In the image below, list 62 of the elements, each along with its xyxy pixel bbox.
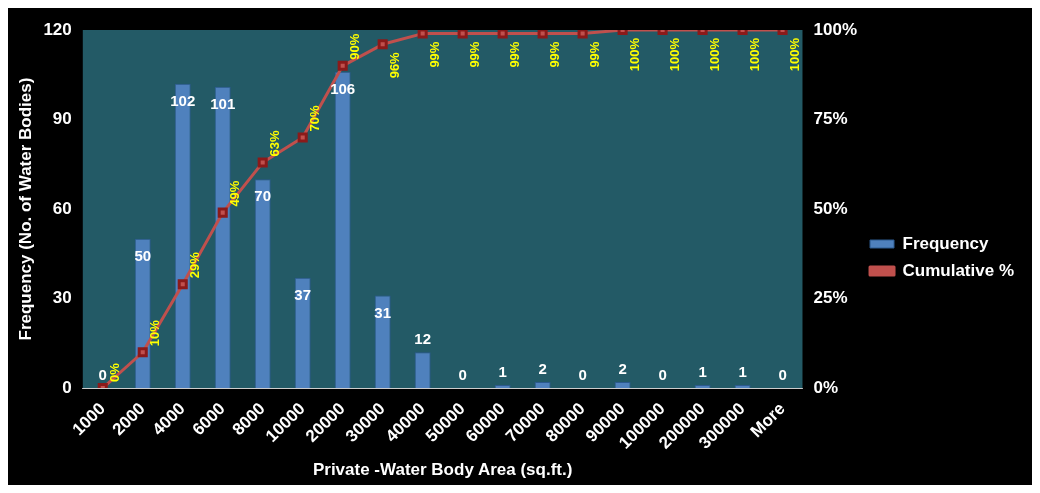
y2-tick-label: 50% xyxy=(813,198,848,218)
data-label: 100% xyxy=(787,37,803,72)
data-label: 29% xyxy=(187,251,203,279)
y2-tick-label: 0% xyxy=(813,377,839,397)
legend-label: Cumulative % xyxy=(902,260,1015,280)
y-tick-label: 30 xyxy=(52,288,72,308)
y2-tick-label: 100% xyxy=(813,19,858,39)
data-label: 99% xyxy=(547,41,563,68)
y2-tick-label: 75% xyxy=(813,109,848,129)
data-label: 0 xyxy=(778,366,787,384)
point xyxy=(377,39,388,50)
point xyxy=(457,30,468,39)
data-label: 0 xyxy=(658,366,667,384)
data-label: 0% xyxy=(107,362,123,383)
data-label: 31 xyxy=(374,303,392,321)
data-label: 101 xyxy=(210,94,236,112)
data-label: 0 xyxy=(98,366,107,384)
data-label: 1 xyxy=(738,363,747,381)
data-label: 99% xyxy=(427,41,443,68)
data-label: 2 xyxy=(538,360,547,378)
data-label: 100% xyxy=(707,37,723,72)
y-axis-title: Frequency (No. of Water Bodies) xyxy=(15,77,35,341)
y2-tick-label: 25% xyxy=(813,288,848,308)
data-label: 49% xyxy=(227,180,243,207)
data-label: 90% xyxy=(347,33,363,60)
data-label: 10% xyxy=(147,319,163,347)
data-label: 106 xyxy=(330,79,356,97)
y-tick-label: 0 xyxy=(62,377,72,397)
legend-label: Frequency xyxy=(902,233,990,253)
point xyxy=(297,132,308,143)
point xyxy=(497,30,508,39)
data-label: 70% xyxy=(307,104,323,132)
point xyxy=(217,207,228,218)
data-label: 1 xyxy=(498,363,507,381)
point xyxy=(137,347,148,358)
point xyxy=(337,60,348,71)
data-label: 100% xyxy=(627,37,643,72)
data-label: 99% xyxy=(507,41,523,68)
data-label: 2 xyxy=(618,360,627,378)
data-label: 99% xyxy=(587,41,603,68)
y-tick-label: 120 xyxy=(43,19,72,39)
point xyxy=(177,279,188,290)
data-label: 0 xyxy=(458,366,467,384)
data-label: 37 xyxy=(294,285,312,303)
point xyxy=(257,157,268,168)
data-label: 100% xyxy=(667,37,683,72)
data-label: 0 xyxy=(578,366,587,384)
data-label: 1 xyxy=(698,363,707,381)
data-label: 63% xyxy=(267,130,283,157)
data-label: 99% xyxy=(467,41,483,68)
data-label: 96% xyxy=(387,51,403,79)
point xyxy=(577,30,588,39)
y-tick-label: 90 xyxy=(52,109,72,129)
y-tick-label: 60 xyxy=(52,198,72,218)
data-label: 100% xyxy=(747,37,763,72)
data-label: 50 xyxy=(134,247,152,265)
point xyxy=(537,30,548,39)
point xyxy=(417,30,428,39)
data-label: 102 xyxy=(170,91,196,109)
x-axis-title: Private -Water Body Area (sq.ft.) xyxy=(312,460,573,480)
data-label: 70 xyxy=(254,187,272,205)
data-label: 12 xyxy=(414,330,432,348)
